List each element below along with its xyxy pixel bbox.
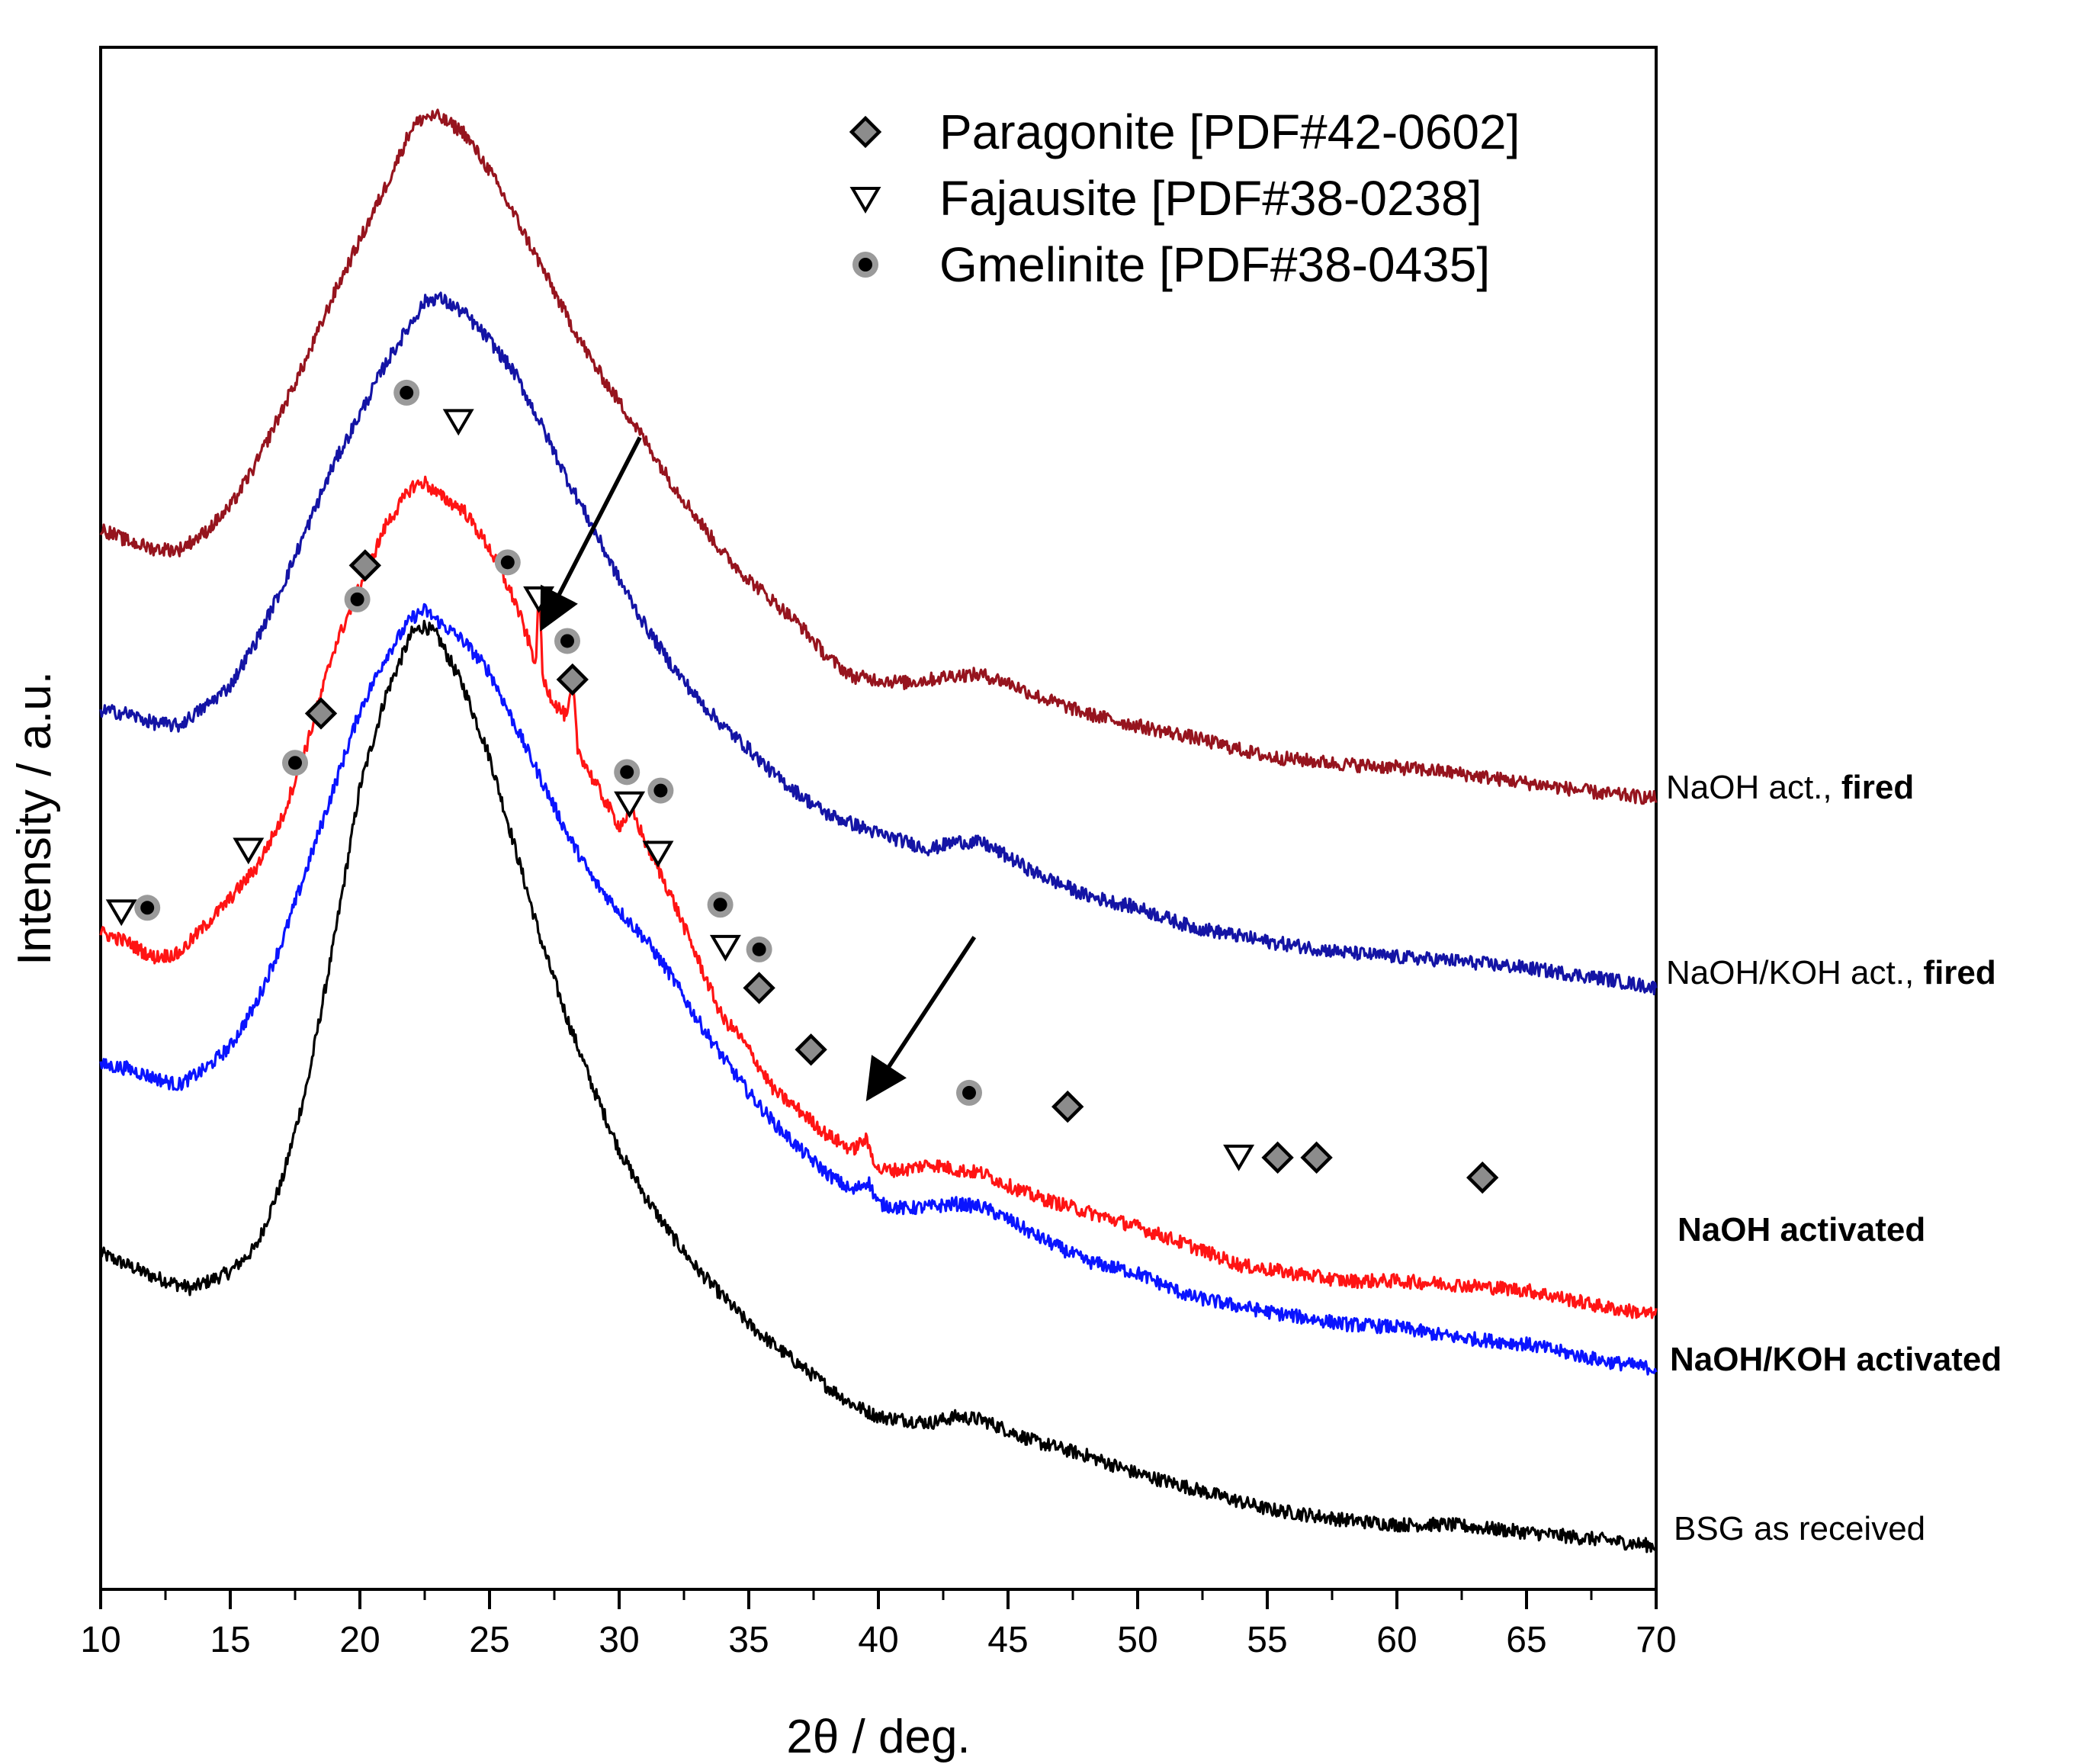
y-axis-title: Intensity / a.u. (8, 671, 61, 966)
triangle-down-phase-marker (523, 586, 555, 613)
series-label-naoh-activated: NaOH activated (1678, 1211, 1925, 1248)
legend: Paragonite [PDF#42-0602] Fajausite [PDF#3… (849, 104, 1520, 292)
circle-phase-marker (393, 379, 420, 406)
triangle-down-phase-marker (642, 840, 674, 868)
x-axis-ticks: 10 15 20 25 30 35 40 45 50 55 60 65 70 (80, 1589, 1677, 1660)
circle-phase-marker (554, 628, 580, 654)
x-tick-label: 30 (599, 1620, 639, 1660)
x-tick-label: 10 (80, 1620, 120, 1660)
legend-item-fajausite-pdf-38-0238: Fajausite [PDF#38-0238] (849, 171, 1482, 226)
diamond-phase-marker (348, 549, 381, 582)
x-axis-title: 2θ / deg. (786, 1711, 970, 1763)
series-label-layer: BSG as received NaOH/KOH activated NaOH ac… (1666, 769, 2002, 1547)
circle-phase-marker (134, 895, 161, 921)
phase-marker-layer (105, 379, 1499, 1194)
triangle-down-phase-marker (614, 791, 646, 818)
x-tick-label: 60 (1376, 1620, 1417, 1660)
series-label-bsg-as-received: BSG as received (1674, 1510, 1925, 1547)
circle-phase-marker (746, 936, 772, 962)
x-tick-label: 40 (858, 1620, 898, 1660)
series-line-naoh-koh-act-fired (99, 291, 1658, 996)
series-line-naoh-activated (99, 475, 1658, 1319)
legend-label: Fajausite [PDF#38-0238] (939, 171, 1482, 226)
triangle-down-phase-marker (105, 899, 137, 927)
circle-phase-marker (494, 549, 521, 576)
series-line-naoh-act-fired (99, 108, 1658, 805)
series-layer (99, 108, 1658, 1554)
x-tick-label: 65 (1506, 1620, 1546, 1660)
legend-item-paragonite-pdf-42-0602: Paragonite [PDF#42-0602] (849, 104, 1520, 159)
triangle-down-phase-marker (442, 409, 474, 436)
triangle-down-phase-marker (1223, 1144, 1255, 1171)
legend-marker-circle (852, 252, 878, 278)
x-tick-label: 35 (728, 1620, 769, 1660)
diamond-phase-marker (743, 972, 775, 1004)
series-label-naoh-koh-activated: NaOH/KOH activated (1670, 1341, 2002, 1378)
legend-label: Gmelinite [PDF#38-0435] (939, 237, 1490, 292)
diamond-phase-marker (556, 663, 589, 696)
series-line-bsg-as-received (99, 619, 1657, 1554)
x-tick-label: 55 (1247, 1620, 1287, 1660)
diamond-phase-marker (1300, 1141, 1333, 1174)
circle-phase-marker (282, 750, 308, 776)
x-tick-label: 50 (1117, 1620, 1157, 1660)
legend-marker-diamond (849, 115, 882, 149)
circle-phase-marker (614, 759, 640, 786)
x-tick-label: 70 (1636, 1620, 1676, 1660)
x-tick-label: 20 (339, 1620, 380, 1660)
annotation-arrow (865, 936, 977, 1102)
series-line-naoh-koh-activated (99, 602, 1658, 1376)
x-tick-label: 25 (469, 1620, 509, 1660)
triangle-down-phase-marker (233, 837, 265, 865)
circle-phase-marker (956, 1079, 982, 1106)
series-label-naoh-act-fired: NaOH act., fired (1666, 769, 1914, 806)
circle-phase-marker (707, 892, 734, 918)
annotation-arrow (540, 436, 642, 632)
circle-phase-marker (647, 777, 674, 804)
diamond-phase-marker (1466, 1161, 1499, 1194)
triangle-down-phase-marker (709, 934, 741, 962)
legend-item-gmelinite-pdf-38-0435: Gmelinite [PDF#38-0435] (852, 237, 1490, 292)
series-label-naoh-koh-act-fired: NaOH/KOH act., fired (1666, 954, 1996, 991)
diamond-phase-marker (795, 1033, 827, 1066)
diamond-phase-marker (1261, 1141, 1294, 1174)
x-tick-label: 15 (210, 1620, 250, 1660)
arrow-layer (540, 436, 977, 1102)
diamond-phase-marker (304, 697, 338, 730)
x-tick-label: 45 (987, 1620, 1028, 1660)
circle-phase-marker (344, 586, 371, 612)
legend-marker-triangle-down (849, 187, 881, 214)
legend-label: Paragonite [PDF#42-0602] (939, 104, 1520, 159)
diamond-phase-marker (1051, 1090, 1084, 1123)
